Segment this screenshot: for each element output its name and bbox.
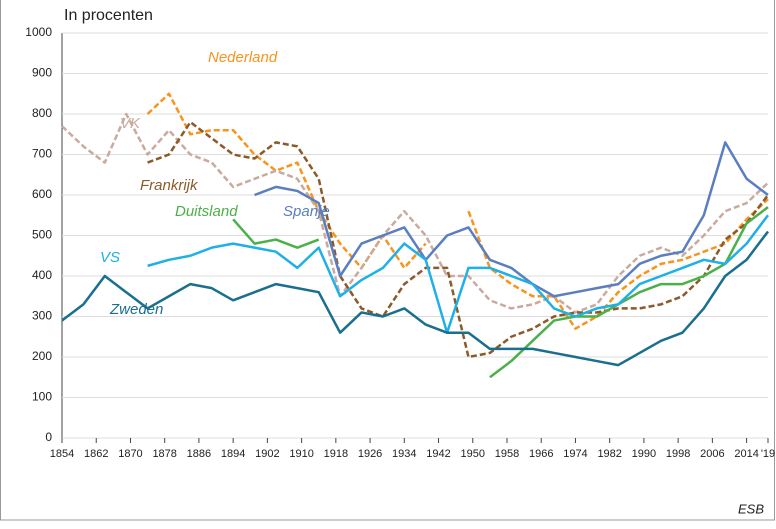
x-tick-label: 1974 bbox=[563, 448, 587, 460]
y-tick-label: 400 bbox=[32, 268, 52, 282]
y-tick-label: 900 bbox=[32, 66, 52, 80]
x-tick-label: 1854 bbox=[50, 448, 74, 460]
y-tick-label: 300 bbox=[32, 309, 52, 323]
series-label: VK bbox=[120, 115, 141, 132]
x-tick-label: 1982 bbox=[597, 448, 621, 460]
x-tick-label: 1886 bbox=[187, 448, 211, 460]
x-tick-label: 1862 bbox=[84, 448, 108, 460]
y-tick-label: 800 bbox=[32, 106, 52, 120]
series-label: VS bbox=[100, 249, 120, 266]
series-line bbox=[254, 141, 769, 298]
series-label: Duitsland bbox=[175, 203, 238, 220]
x-tick-label: '19 bbox=[761, 448, 775, 460]
x-tick-label: 1934 bbox=[392, 448, 416, 460]
series-line bbox=[147, 120, 769, 359]
x-tick-label: 1950 bbox=[461, 448, 485, 460]
x-tick-label: 2014 bbox=[734, 448, 758, 460]
y-tick-label: 0 bbox=[45, 430, 52, 444]
x-tick-label: 1926 bbox=[358, 448, 382, 460]
x-tick-label: 2006 bbox=[700, 448, 724, 460]
x-tick-label: 1966 bbox=[529, 448, 553, 460]
y-tick-label: 700 bbox=[32, 147, 52, 161]
y-tick-label: 200 bbox=[32, 349, 52, 363]
series-line bbox=[146, 92, 769, 330]
series-line bbox=[61, 230, 769, 367]
x-tick-label: 1958 bbox=[495, 448, 519, 460]
series-line bbox=[61, 112, 769, 314]
x-tick-label: 1902 bbox=[255, 448, 279, 460]
x-tick-label: 1870 bbox=[118, 448, 142, 460]
series-label: Zweden bbox=[109, 301, 163, 318]
x-tick-label: 1990 bbox=[632, 448, 656, 460]
source: ESB bbox=[738, 501, 764, 516]
y-tick-label: 500 bbox=[32, 228, 52, 242]
y-tick-label: 100 bbox=[32, 390, 52, 404]
x-tick-label: 1894 bbox=[221, 448, 245, 460]
chart-title: In procenten bbox=[64, 7, 153, 24]
x-tick-label: 1998 bbox=[666, 448, 690, 460]
y-tick-label: 1000 bbox=[25, 25, 52, 39]
series-line bbox=[147, 214, 769, 334]
series-label: Frankrijk bbox=[140, 177, 199, 194]
x-tick-label: 1918 bbox=[324, 448, 348, 460]
series-label: Spanje bbox=[283, 203, 330, 220]
x-tick-label: 1910 bbox=[289, 448, 313, 460]
y-tick-label: 600 bbox=[32, 187, 52, 201]
series-line bbox=[232, 206, 769, 379]
series-label: Nederland bbox=[208, 49, 278, 66]
x-tick-label: 1942 bbox=[426, 448, 450, 460]
x-tick-label: 1878 bbox=[152, 448, 176, 460]
